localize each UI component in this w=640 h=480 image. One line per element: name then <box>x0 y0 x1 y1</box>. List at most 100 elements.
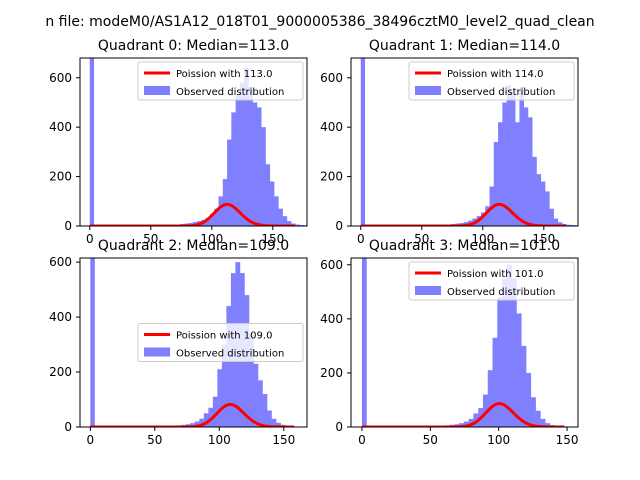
legend-hist-label: Observed distribution <box>176 349 284 360</box>
histogram-bar <box>515 122 520 226</box>
histogram-bar <box>252 102 258 226</box>
legend-box <box>137 323 304 362</box>
histogram-bar <box>502 102 507 226</box>
histogram-bar <box>532 156 537 226</box>
histogram-bar <box>498 122 503 226</box>
x-tick-label: 0 <box>357 232 365 246</box>
histogram-bar <box>502 278 508 427</box>
histogram-bar <box>276 422 281 427</box>
histogram-bar <box>226 306 232 427</box>
histogram-bar <box>482 394 489 427</box>
histogram-bar <box>463 421 469 427</box>
y-tick-label: 0 <box>335 219 343 233</box>
histogram-bar <box>545 423 551 427</box>
legend-fit-label: Poission with 101.0 <box>447 269 543 280</box>
panels-group: 0 50 100 150 0 200 400 600 Quadrant 0: Median=11… <box>49 38 579 447</box>
zero-bin-bar <box>360 58 366 226</box>
y-tick-label: 600 <box>320 258 343 272</box>
x-tick-label: 150 <box>532 232 555 246</box>
axes-frame <box>350 57 579 227</box>
histogram-bar <box>540 418 546 427</box>
x-tick-label: 50 <box>414 232 429 246</box>
histogram-bar <box>549 208 554 226</box>
legend-fit-label: Poission with 109.0 <box>176 331 272 342</box>
histogram-bar <box>530 397 536 427</box>
histogram-bar <box>214 208 219 226</box>
histogram-bar <box>235 95 241 226</box>
y-tick-label: 400 <box>320 312 343 326</box>
panel-title: Quadrant 3: Median=101.0 <box>369 238 560 254</box>
histogram-bar <box>217 369 223 427</box>
legend-hist-swatch <box>415 286 441 295</box>
legend-fit-label: Poission with 114.0 <box>447 69 543 80</box>
axes-frame <box>350 257 579 428</box>
histogram-bar <box>536 174 542 226</box>
y-tick-label: 0 <box>64 219 72 233</box>
y-tick-label: 200 <box>320 170 343 184</box>
x-tick-label: 100 <box>471 232 494 246</box>
histogram-bar <box>262 394 268 427</box>
histogram-bar <box>506 85 512 226</box>
y-tick-label: 400 <box>49 120 72 134</box>
x-tick-label: 150 <box>261 232 284 246</box>
panel-quadrant-0: 0 50 100 150 0 200 400 600 Quadrant 0: Median=11… <box>49 38 308 246</box>
histogram-bar <box>269 181 275 226</box>
legend-hist-swatch <box>144 347 170 357</box>
histogram-bar <box>540 181 546 226</box>
histogram-bar <box>208 407 214 427</box>
histogram-bar <box>497 297 503 427</box>
x-tick-label: 100 <box>487 433 510 447</box>
poisson-fit-line <box>361 402 565 427</box>
y-tick-label: 600 <box>320 71 343 85</box>
histogram-bar <box>248 87 253 226</box>
x-tick-label: 50 <box>143 232 158 246</box>
histogram-bar <box>516 313 522 427</box>
x-tick-label: 100 <box>208 433 231 447</box>
histogram-bar <box>222 179 228 226</box>
y-tick-label: 0 <box>335 420 343 434</box>
histogram-bar <box>535 410 541 427</box>
histogram-bar <box>511 278 517 427</box>
histogram-bar <box>510 92 516 226</box>
y-tick-label: 600 <box>49 71 72 85</box>
plot-area <box>360 58 578 226</box>
histogram-bar <box>485 206 490 226</box>
histogram-bar <box>557 222 563 226</box>
histogram-bar <box>203 413 209 427</box>
histogram-bar <box>527 117 533 226</box>
histogram-bar <box>553 218 559 226</box>
y-tick-label: 0 <box>64 420 72 434</box>
legend: Poission with 101.0 Observed distribution <box>408 261 575 301</box>
legend-box <box>408 261 575 301</box>
histogram-bar <box>227 139 232 226</box>
x-tick-label: 150 <box>556 433 579 447</box>
legend-box <box>137 61 304 101</box>
panel-quadrant-1: 0 50 100 150 0 200 400 600 Quadrant 1: Median=11… <box>320 38 579 246</box>
histogram-bar <box>218 196 224 226</box>
legend-hist-swatch <box>415 86 441 95</box>
histogram-bar <box>190 423 196 427</box>
legend-hist-label: Observed distribution <box>447 287 555 298</box>
histogram-bar <box>239 82 245 226</box>
histogram-bar <box>545 191 550 226</box>
legend-hist-label: Observed distribution <box>176 87 284 98</box>
panel-title: Quadrant 0: Median=113.0 <box>98 38 289 54</box>
histogram-bar <box>267 410 272 427</box>
legend-hist-swatch <box>144 86 170 95</box>
histogram-bar <box>244 67 249 226</box>
histogram-bar <box>493 142 499 226</box>
y-tick-label: 400 <box>49 310 72 324</box>
histogram-bar <box>286 221 292 226</box>
histogram-bar <box>253 363 259 427</box>
legend: Poission with 109.0 Observed distribution <box>137 323 304 362</box>
histogram-bar <box>480 212 486 226</box>
histogram-bar <box>519 87 524 226</box>
histogram-bar <box>295 224 300 226</box>
histogram-bar <box>199 418 205 427</box>
histogram-bar <box>506 264 512 427</box>
panel-quadrant-2: 0 50 100 150 0 200 400 600 Quadrant 2: Median=10… <box>49 238 308 447</box>
histogram-bar <box>248 333 254 427</box>
histogram-bar <box>265 164 271 226</box>
histogram-bar <box>257 380 263 427</box>
histogram-bar <box>261 127 266 226</box>
